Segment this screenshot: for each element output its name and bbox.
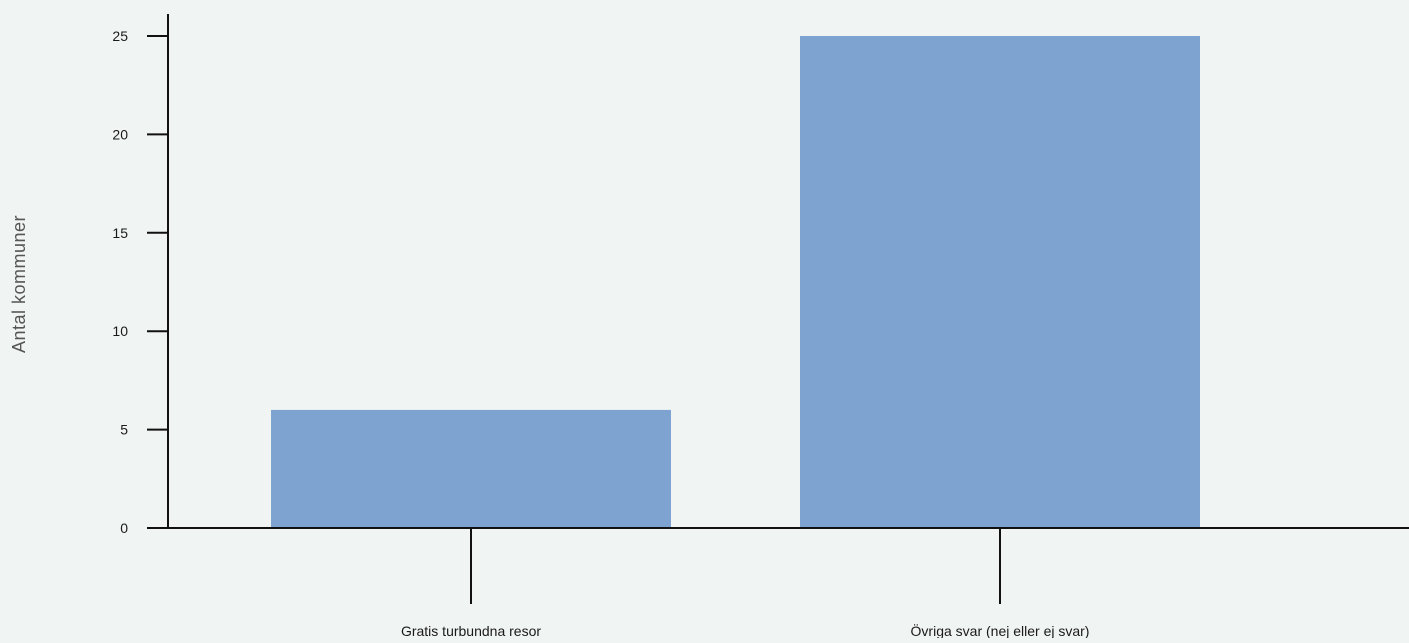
axes-layer (147, 14, 1409, 604)
y-tick-label-0: 0 (120, 520, 128, 536)
x-tick-label-gratis-turbundna-resor: Gratis turbundna resor (401, 623, 541, 638)
bar-ovriga-svar-nej-eller-ej-svar (800, 36, 1200, 528)
y-axis-title: Antal kommuner (9, 215, 29, 353)
y-tick-label-5: 5 (120, 422, 128, 438)
x-tick-label-ovriga-svar-nej-eller-ej-svar: Övriga svar (nej eller ej svar) (911, 622, 1090, 638)
y-tick-label-25: 25 (112, 28, 128, 44)
y-tick-label-15: 15 (112, 225, 128, 241)
labels-layer: 0 5 10 15 20 25 Gratis turbundna resor Övriga s… (112, 28, 1090, 639)
bars-layer (271, 36, 1200, 528)
bar-gratis-turbundna-resor (271, 409, 671, 528)
y-tick-label-20: 20 (112, 126, 128, 142)
y-tick-label-10: 10 (112, 323, 128, 339)
